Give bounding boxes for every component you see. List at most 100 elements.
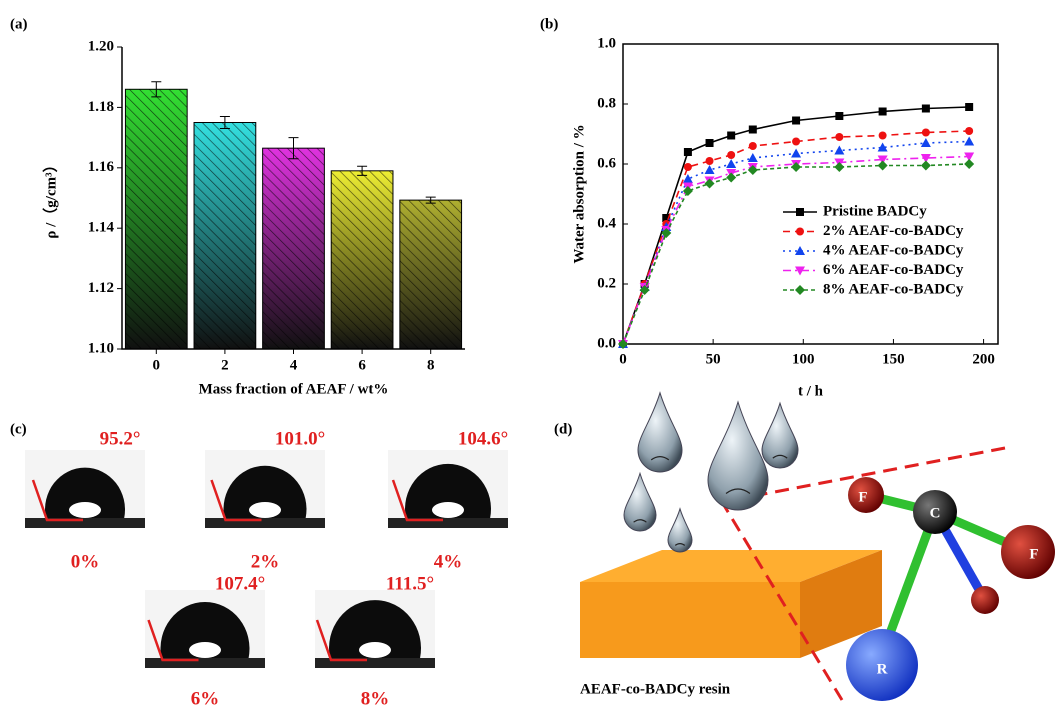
mass-fraction: 6% <box>191 688 220 709</box>
legend-label: 4% AEAF-co-BADCy <box>823 242 964 258</box>
y-axis-label: Water absorption / % <box>571 124 587 263</box>
water-drop <box>668 509 692 552</box>
plot-frame <box>623 44 998 344</box>
atom-label: C <box>930 505 941 521</box>
y-tick-label: 0.6 <box>597 155 616 171</box>
legend-label: 2% AEAF-co-BADCy <box>823 223 964 239</box>
y-tick-label: 1.0 <box>597 35 616 51</box>
marker <box>879 108 887 116</box>
bar-hatch <box>263 148 325 349</box>
legend-marker <box>795 285 805 295</box>
marker <box>922 129 930 137</box>
highlight <box>189 642 221 658</box>
marker <box>964 137 974 146</box>
contact-angle: 95.2° <box>100 428 141 449</box>
mass-fraction: 0% <box>71 551 100 572</box>
marker <box>965 127 973 135</box>
bar-hatch <box>331 171 393 349</box>
highlight <box>249 502 281 518</box>
mass-fraction: 4% <box>434 551 463 572</box>
marker <box>921 161 931 171</box>
contact-angle: 101.0° <box>275 428 325 449</box>
figure: F F C R AEAF-co-BADCy resin (d) (c) 0 2 4 6… <box>0 0 1057 714</box>
x-tick-label: 8 <box>427 357 435 373</box>
y-tick-label: 1.16 <box>88 159 115 175</box>
x-tick-label: 150 <box>882 351 905 367</box>
legend-label: 6% AEAF-co-BADCy <box>823 262 964 278</box>
substrate <box>25 518 145 528</box>
marker <box>684 163 692 171</box>
marker <box>749 126 757 134</box>
highlight <box>432 502 464 518</box>
y-tick-label: 0.4 <box>597 215 616 231</box>
marker <box>792 117 800 125</box>
legend-label: 8% AEAF-co-BADCy <box>823 281 964 297</box>
y-tick-label: 1.14 <box>88 220 115 236</box>
y-tick-label: 1.18 <box>88 99 114 115</box>
atom-label: F <box>858 489 867 505</box>
marker <box>706 139 714 147</box>
highlight <box>359 642 391 658</box>
marker <box>726 173 736 183</box>
y-tick-label: 1.12 <box>88 280 114 296</box>
marker <box>683 174 693 183</box>
y-tick-label: 0.0 <box>597 335 616 351</box>
slab-front <box>580 582 800 658</box>
y-tick-label: 0.8 <box>597 95 616 111</box>
x-tick-label: 2 <box>221 357 229 373</box>
atom-label: R <box>877 661 888 677</box>
caption: AEAF-co-BADCy resin <box>580 681 731 697</box>
marker <box>684 148 692 156</box>
bar-hatch <box>125 89 187 349</box>
mass-fraction: 2% <box>251 551 280 572</box>
marker <box>921 138 931 147</box>
marker <box>834 162 844 172</box>
legend-label: Pristine BADCy <box>823 203 927 219</box>
substrate <box>205 518 325 528</box>
x-axis-label: Mass fraction of AEAF / wt% <box>199 381 389 397</box>
marker <box>879 132 887 140</box>
y-tick-label: 1.20 <box>88 38 114 54</box>
x-tick-label: 50 <box>706 351 721 367</box>
x-tick-label: 0 <box>153 357 161 373</box>
panel-label: (c) <box>10 421 27 437</box>
schematic: F F C R AEAF-co-BADCy resin (d) <box>554 421 1055 701</box>
water-drop <box>638 393 682 472</box>
bar-hatch <box>400 200 462 349</box>
marker <box>727 132 735 140</box>
contact-angle: 111.5° <box>386 573 434 594</box>
marker <box>878 161 888 171</box>
marker <box>705 179 715 189</box>
mass-fraction: 8% <box>361 688 390 709</box>
marker <box>791 162 801 172</box>
bar-hatch <box>194 123 256 350</box>
panel-label: (d) <box>554 421 572 437</box>
atom <box>971 586 999 614</box>
x-tick-label: 4 <box>290 357 298 373</box>
legend-marker <box>796 228 804 236</box>
marker <box>964 159 974 169</box>
marker <box>835 112 843 120</box>
y-tick-label: 0.2 <box>597 275 616 291</box>
legend-marker <box>796 208 804 216</box>
atom <box>1001 525 1055 579</box>
y-axis-label: ρ /（g/cm³） <box>41 157 59 238</box>
highlight <box>69 502 101 518</box>
marker <box>835 133 843 141</box>
water-drop <box>708 402 768 510</box>
marker <box>965 103 973 111</box>
panel-label: (b) <box>540 16 558 32</box>
marker <box>791 149 801 158</box>
water-drop <box>624 473 656 531</box>
marker <box>727 151 735 159</box>
marker <box>792 138 800 146</box>
marker <box>726 159 736 168</box>
marker <box>748 153 758 162</box>
marker <box>749 142 757 150</box>
y-tick-label: 1.10 <box>88 340 114 356</box>
atom-label: F <box>1029 546 1038 562</box>
x-tick-label: 200 <box>972 351 995 367</box>
x-axis-label: t / h <box>798 383 824 399</box>
x-tick-label: 6 <box>358 357 366 373</box>
x-tick-label: 100 <box>792 351 815 367</box>
